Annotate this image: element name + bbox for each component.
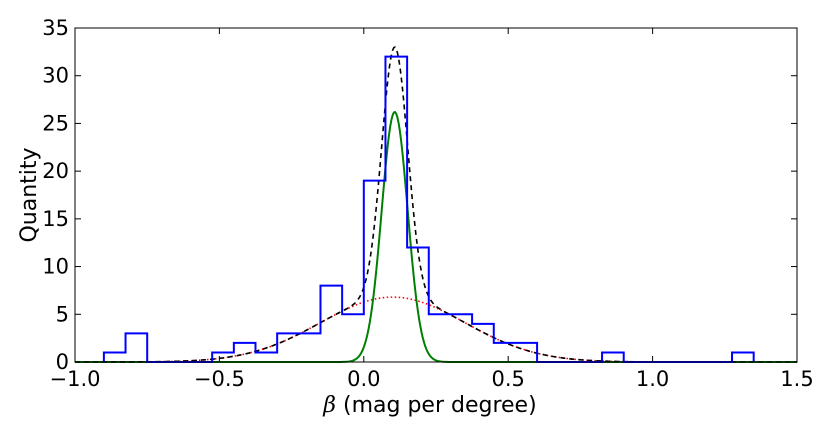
x-tick-label: 1.0 bbox=[636, 367, 669, 391]
x-tick-labels: −1.0 −0.5 0.0 0.5 1.0 1.5 bbox=[50, 367, 814, 391]
y-tick-label: 30 bbox=[42, 64, 69, 88]
histogram-bars bbox=[102, 55, 755, 363]
y-tick-label: 25 bbox=[42, 111, 69, 135]
y-tick-label: 20 bbox=[42, 159, 69, 183]
x-tick-label: 0.5 bbox=[491, 367, 524, 391]
x-axis-text: (mag per degree) bbox=[336, 393, 537, 418]
x-tick-label: 1.5 bbox=[780, 367, 813, 391]
plot-frame bbox=[75, 28, 797, 362]
y-tick-label: 35 bbox=[42, 16, 69, 40]
y-tick-label: 0 bbox=[56, 350, 69, 374]
x-tick-label: 0.0 bbox=[347, 367, 380, 391]
x-axis-symbol: β bbox=[322, 393, 336, 418]
x-tick-label: −0.5 bbox=[194, 367, 245, 391]
x-tick-label: −1.0 bbox=[50, 367, 101, 391]
y-tick-labels: 0 5 10 15 20 25 30 35 bbox=[42, 16, 69, 374]
sum-curve bbox=[75, 46, 797, 363]
plot-area bbox=[74, 27, 798, 363]
y-tick-label: 5 bbox=[56, 302, 69, 326]
axis-ticks bbox=[74, 27, 798, 363]
histogram-outline bbox=[102, 55, 755, 363]
x-axis-label: β (mag per degree) bbox=[322, 393, 536, 418]
y-axis-label: Quantity bbox=[17, 147, 42, 242]
y-tick-label: 10 bbox=[42, 255, 69, 279]
plot-border bbox=[74, 27, 798, 363]
y-tick-label: 15 bbox=[42, 207, 69, 231]
